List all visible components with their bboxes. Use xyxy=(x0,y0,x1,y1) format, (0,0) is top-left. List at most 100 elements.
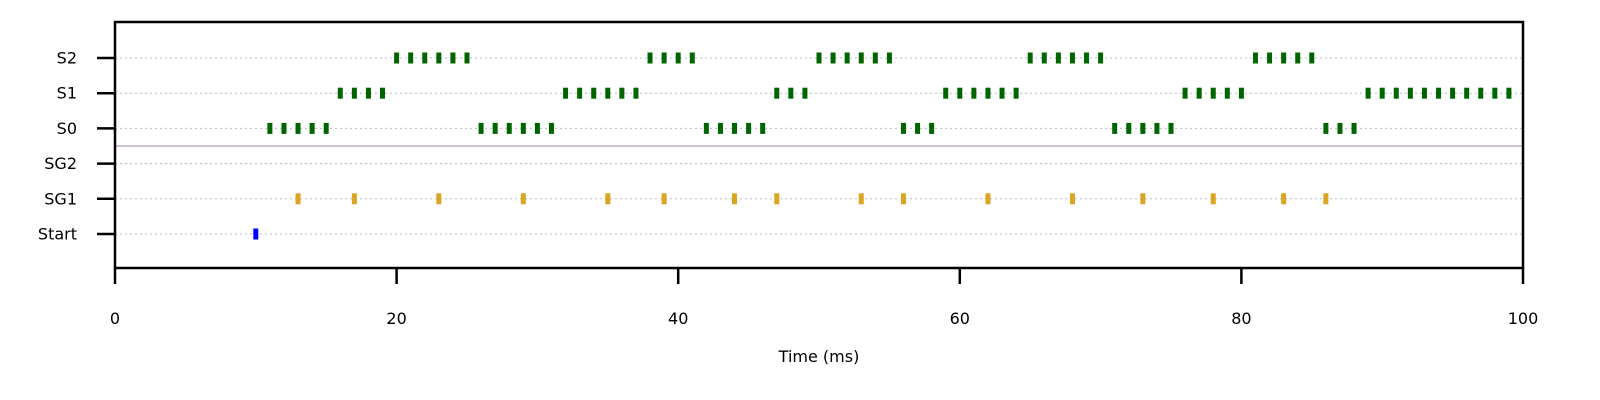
mark-s2-3 xyxy=(436,52,442,64)
mark-s2-17 xyxy=(1041,52,1047,64)
mark-s1-31 xyxy=(1464,87,1470,99)
mark-sg1-11 xyxy=(1069,193,1075,205)
mark-s0-15 xyxy=(760,122,766,134)
mark-s0-7 xyxy=(506,122,512,134)
mark-s2-13 xyxy=(858,52,864,64)
mark-sg1-8 xyxy=(858,193,864,205)
mark-s2-9 xyxy=(689,52,695,64)
mark-s2-8 xyxy=(675,52,681,64)
mark-s0-0 xyxy=(267,122,273,134)
mark-s1-29 xyxy=(1436,87,1442,99)
mark-s0-18 xyxy=(929,122,935,134)
mark-sg1-15 xyxy=(1323,193,1329,205)
mark-s2-1 xyxy=(408,52,414,64)
mark-s2-14 xyxy=(872,52,878,64)
mark-s0-10 xyxy=(548,122,554,134)
mark-s2-19 xyxy=(1069,52,1075,64)
mark-s1-2 xyxy=(365,87,371,99)
mark-s1-11 xyxy=(788,87,794,99)
mark-s0-16 xyxy=(900,122,906,134)
mark-s1-4 xyxy=(563,87,569,99)
mark-start-0 xyxy=(253,228,259,240)
x-tick-label-40: 40 xyxy=(668,309,688,328)
mark-s2-12 xyxy=(844,52,850,64)
mark-sg1-9 xyxy=(900,193,906,205)
mark-s1-1 xyxy=(351,87,357,99)
mark-s2-22 xyxy=(1252,52,1258,64)
mark-s1-10 xyxy=(774,87,780,99)
mark-s0-2 xyxy=(295,122,301,134)
mark-s0-1 xyxy=(281,122,287,134)
mark-s0-14 xyxy=(746,122,752,134)
mark-s1-19 xyxy=(1182,87,1188,99)
mark-sg1-10 xyxy=(985,193,991,205)
mark-s0-9 xyxy=(534,122,540,134)
mark-s1-12 xyxy=(802,87,808,99)
x-axis-label: Time (ms) xyxy=(778,347,860,366)
mark-s1-6 xyxy=(591,87,597,99)
mark-sg1-7 xyxy=(774,193,780,205)
mark-s1-18 xyxy=(1013,87,1019,99)
mark-s0-11 xyxy=(703,122,709,134)
mark-s2-24 xyxy=(1281,52,1287,64)
mark-s1-27 xyxy=(1407,87,1413,99)
mark-s2-11 xyxy=(830,52,836,64)
mark-s0-12 xyxy=(717,122,723,134)
ticks-layer: S2 S1 S0 SG2 SG1 Start 0 20 40 60 80 100 xyxy=(38,49,1538,329)
mark-s0-25 xyxy=(1337,122,1343,134)
mark-s0-19 xyxy=(1112,122,1118,134)
mark-s1-21 xyxy=(1210,87,1216,99)
mark-s0-6 xyxy=(492,122,498,134)
mark-s1-22 xyxy=(1224,87,1230,99)
mark-sg1-1 xyxy=(351,193,357,205)
mark-s2-2 xyxy=(422,52,428,64)
mark-s0-23 xyxy=(1168,122,1174,134)
mark-sg1-2 xyxy=(436,193,442,205)
mark-s1-16 xyxy=(985,87,991,99)
mark-sg1-3 xyxy=(520,193,526,205)
mark-s1-7 xyxy=(605,87,611,99)
mark-s0-22 xyxy=(1154,122,1160,134)
mark-s1-33 xyxy=(1492,87,1498,99)
plot-frame xyxy=(113,20,1525,270)
mark-s1-0 xyxy=(337,87,343,99)
y-tick-label-start: Start xyxy=(38,225,77,244)
mark-s0-17 xyxy=(915,122,921,134)
mark-s1-32 xyxy=(1478,87,1484,99)
mark-s1-20 xyxy=(1196,87,1202,99)
mark-s0-26 xyxy=(1351,122,1357,134)
mark-sg1-14 xyxy=(1281,193,1287,205)
mark-sg1-4 xyxy=(605,193,611,205)
mark-s1-13 xyxy=(943,87,949,99)
mark-s2-21 xyxy=(1098,52,1104,64)
mark-s1-26 xyxy=(1393,87,1399,99)
mark-s1-30 xyxy=(1450,87,1456,99)
mark-s0-24 xyxy=(1323,122,1329,134)
mark-s2-16 xyxy=(1027,52,1033,64)
mark-s1-15 xyxy=(971,87,977,99)
mark-s1-14 xyxy=(957,87,963,99)
mark-s2-25 xyxy=(1295,52,1301,64)
mark-s1-34 xyxy=(1506,87,1512,99)
mark-s2-10 xyxy=(816,52,822,64)
x-tick-label-80: 80 xyxy=(1231,309,1251,328)
y-tick-label-sg1: SG1 xyxy=(44,189,77,208)
mark-s2-0 xyxy=(394,52,400,64)
y-tick-label-sg2: SG2 xyxy=(44,154,77,173)
mark-sg1-13 xyxy=(1210,193,1216,205)
mark-sg1-5 xyxy=(661,193,667,205)
mark-s1-5 xyxy=(577,87,583,99)
mark-s2-18 xyxy=(1055,52,1061,64)
axes-layer xyxy=(113,20,1525,270)
mark-s2-20 xyxy=(1084,52,1090,64)
mark-s0-3 xyxy=(309,122,315,134)
mark-s0-8 xyxy=(520,122,526,134)
mark-s2-15 xyxy=(886,52,892,64)
mark-s0-13 xyxy=(732,122,738,134)
mark-sg1-6 xyxy=(732,193,738,205)
mark-s1-3 xyxy=(380,87,386,99)
mark-s0-21 xyxy=(1140,122,1146,134)
mark-sg1-0 xyxy=(295,193,301,205)
